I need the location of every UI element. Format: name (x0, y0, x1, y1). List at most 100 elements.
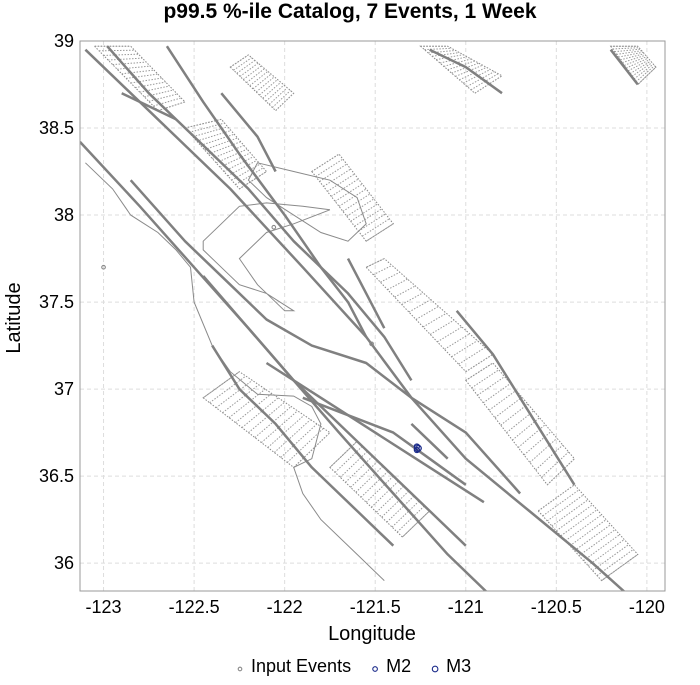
fault-hatch (424, 47, 452, 51)
fault-hatch (537, 484, 575, 512)
fault-hatch (365, 475, 394, 503)
fault-hatch (592, 544, 630, 572)
fault-hatch (401, 292, 424, 305)
fault-hatch (444, 333, 470, 350)
fault-hatch (265, 84, 285, 102)
fault-hatch (482, 383, 511, 404)
y-tick-labels: 36 36.5 37 37.5 38 38.5 39 (39, 31, 74, 573)
fault-hatch (574, 524, 611, 552)
fault-hatch (365, 223, 394, 242)
fault-hatch (215, 148, 248, 164)
fault-hatch (373, 264, 393, 276)
fault-hatch (327, 173, 355, 192)
fault-hatch (126, 73, 158, 79)
fault-hatch (625, 57, 649, 69)
fault-hatch (202, 371, 240, 399)
y-tick-label: 37.5 (39, 292, 74, 312)
fault-hatch (280, 423, 318, 458)
fault-hatch (629, 60, 652, 75)
fault-hatch (345, 455, 373, 483)
fault-hatch (248, 401, 285, 433)
fault-hatch (329, 440, 358, 468)
fault-hatch (394, 285, 416, 298)
fault-hatch (459, 66, 487, 81)
fault-hatch (319, 163, 348, 182)
fault-hatch (451, 340, 478, 358)
x-tick-labels: -123 -122.5 -122 -121.5 -121 -120.5 -120 (86, 597, 665, 617)
fault-trace (302, 396, 467, 486)
fault-hatch (517, 424, 546, 448)
fault-trace (84, 48, 626, 591)
fault-hatch (365, 258, 385, 268)
y-tick-label: 39 (54, 31, 74, 51)
x-tick-label: -123 (86, 597, 122, 617)
fault-hatch (631, 62, 653, 77)
fault-hatch (338, 188, 367, 207)
fault-hatch (633, 63, 654, 80)
fault-hatch (293, 432, 331, 468)
fault-hatch (578, 529, 616, 557)
fault-hatch (259, 79, 278, 96)
x-tick-label: -120.5 (531, 597, 582, 617)
fault-hatch (230, 54, 249, 68)
fault-trace (220, 92, 277, 173)
y-tick-label: 36.5 (39, 466, 74, 486)
fault-hatch (429, 319, 455, 335)
legend-label: M2 (386, 656, 411, 676)
fault-hatch (135, 81, 166, 89)
fault-zone (537, 484, 639, 582)
fault-hatch (387, 278, 408, 291)
y-tick-label: 38.5 (39, 118, 74, 138)
fault-trace (609, 48, 639, 86)
fault-hatch (139, 85, 170, 93)
fault-hatch (402, 510, 430, 538)
fault-hatch (422, 312, 447, 328)
fault-hatch (376, 485, 405, 513)
fault-hatch (471, 369, 500, 389)
fault-hatch (546, 494, 584, 522)
fault-hatch (437, 326, 463, 343)
fault-hatch (556, 504, 593, 532)
fault-hatch (622, 54, 646, 64)
event-point (271, 224, 277, 230)
fault-hatch (354, 208, 382, 227)
fault-hatch (624, 56, 648, 66)
fault-hatch (627, 59, 650, 72)
y-tick-label: 36 (54, 553, 74, 573)
fault-trace (202, 275, 467, 547)
fault-hatch (223, 156, 254, 172)
fault-hatch (255, 76, 275, 93)
fault-hatch (239, 62, 259, 77)
fault-hatch (451, 62, 479, 74)
fault-hatch (529, 437, 558, 463)
fault-hatch (311, 153, 340, 172)
legend-marker (372, 666, 378, 672)
event-point (413, 444, 422, 453)
fault-hatch (587, 539, 625, 567)
fault-hatch (315, 158, 344, 177)
legend-label: Input Events (251, 656, 351, 676)
fault-zone (93, 45, 186, 112)
fault-hatch (252, 73, 272, 90)
x-tick-label: -122.5 (169, 597, 220, 617)
fault-hatch (500, 403, 529, 426)
fault-hatch (108, 57, 143, 61)
fault-hatch (391, 500, 420, 528)
fault-hatch (233, 57, 252, 71)
fault-zone (365, 258, 494, 373)
fault-hatch (148, 93, 178, 102)
x-axis-label: Longitude (328, 623, 416, 645)
fault-hatch (246, 68, 265, 84)
fault-hatch (380, 271, 401, 283)
fault-trace (106, 45, 413, 382)
fault-hatch (268, 87, 288, 105)
fault-trace (429, 48, 503, 95)
fault-hatch (153, 97, 182, 107)
fault-hatch (583, 534, 621, 562)
event-point (101, 264, 106, 270)
fault-hatch (560, 509, 598, 537)
fault-hatch (408, 299, 432, 313)
fault-trace (455, 310, 576, 486)
fault-hatch (249, 70, 269, 87)
